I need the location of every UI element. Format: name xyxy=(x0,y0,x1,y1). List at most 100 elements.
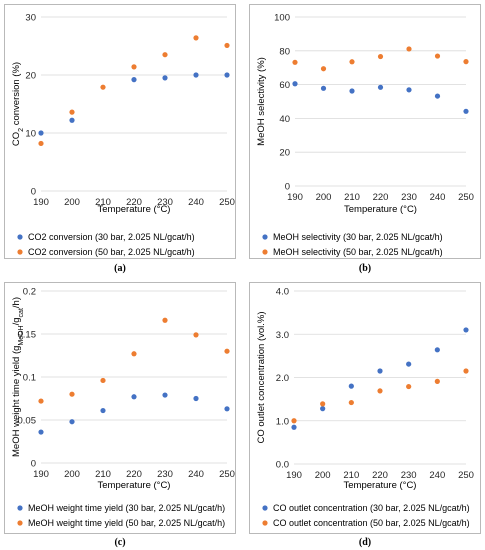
data-point-series-2 xyxy=(131,351,137,357)
x-tick-label: 240 xyxy=(188,197,204,208)
y-tick-label: 60 xyxy=(279,80,290,91)
data-point-series-1 xyxy=(463,108,469,114)
x-axis-label: Temperature (°C) xyxy=(98,204,171,215)
legend-label-series-1: CO2 conversion (30 bar, 2.025 NL/gcat/h) xyxy=(28,232,195,242)
caption-c: (c) xyxy=(114,537,126,548)
legend-marker-series-2 xyxy=(262,520,268,526)
y-axis-label-part: /g xyxy=(11,317,22,325)
y-tick-label: 10 xyxy=(25,129,36,140)
data-point-series-2 xyxy=(377,53,384,60)
y-tick-label: 0.15 xyxy=(18,330,37,341)
data-point-series-1 xyxy=(69,117,75,123)
data-point-series-2 xyxy=(320,401,326,407)
x-tick-label: 190 xyxy=(287,192,303,203)
x-tick-label: 230 xyxy=(157,197,173,208)
x-tick-label: 210 xyxy=(95,197,111,208)
x-axis-label: Temperature (°C) xyxy=(344,204,417,215)
y-tick-label: 1.0 xyxy=(276,416,289,427)
data-point-series-2 xyxy=(224,348,230,354)
data-point-series-1 xyxy=(349,88,355,94)
y-axis-label: MeOH selectivity (%) xyxy=(256,57,267,146)
y-tick-label: 0 xyxy=(31,459,36,470)
data-point-series-2 xyxy=(377,388,383,394)
y-tick-label: 0.05 xyxy=(18,416,37,427)
y-tick-label: 40 xyxy=(279,114,290,125)
chart-d-svg: 0.0 1.0 2.0 3.0 4.0 190 200 210 220 230 240 250 Temp… xyxy=(256,287,474,529)
data-point-series-1 xyxy=(69,419,75,425)
y-axis-label-part: CO xyxy=(11,132,22,146)
x-tick-label: 230 xyxy=(401,192,417,203)
x-tick-label: 210 xyxy=(343,470,359,481)
legend-marker-series-1 xyxy=(17,234,23,240)
legend-marker-series-1 xyxy=(17,505,23,511)
x-tick-label: 210 xyxy=(95,469,111,480)
legend-label-series-2: MeOH selectivity (50 bar, 2.025 NL/gcat/… xyxy=(273,247,443,257)
x-axis-label: Temperature (°C) xyxy=(98,480,171,491)
data-point-series-1 xyxy=(162,392,168,398)
x-tick-label: 240 xyxy=(430,192,446,203)
data-point-series-2 xyxy=(193,35,199,41)
data-point-series-2 xyxy=(292,59,298,65)
x-tick-label: 200 xyxy=(64,469,80,480)
caption-d: (d) xyxy=(358,537,372,548)
data-point-series-1 xyxy=(377,84,384,90)
data-point-series-2 xyxy=(224,42,230,49)
y-tick-label: 4.0 xyxy=(276,287,289,298)
data-point-series-2 xyxy=(38,398,44,404)
legend-label-series-1: MeOH selectivity (30 bar, 2.025 NL/gcat/… xyxy=(273,232,443,242)
x-tick-label: 220 xyxy=(126,469,142,480)
x-tick-label: 200 xyxy=(316,192,332,203)
legend-label-series-2: CO outlet concentration (50 bar, 2.025 N… xyxy=(273,518,470,528)
y-tick-label: 20 xyxy=(279,148,290,159)
y-axis-label-subscript: MeOH xyxy=(18,325,25,345)
data-point-series-2 xyxy=(348,399,354,406)
y-axis-label-subscript: 2 xyxy=(18,128,25,132)
data-point-series-1 xyxy=(406,87,412,93)
x-tick-label: 220 xyxy=(373,192,389,203)
x-tick-label: 200 xyxy=(64,197,80,208)
data-point-series-2 xyxy=(434,53,441,59)
y-tick-label: 0 xyxy=(285,182,290,193)
data-point-series-1 xyxy=(100,407,106,414)
data-point-series-2 xyxy=(69,391,75,397)
legend-marker-series-2 xyxy=(262,249,268,255)
chart-c-svg: 0 0.05 0.1 0.15 0.2 190 200 210 220 230 240 250 Temp… xyxy=(11,287,235,529)
y-tick-label: 0.0 xyxy=(276,460,289,471)
chart-panel-b: 0 20 40 60 80 100 190 200 210 220 230 240 250 Tempera… xyxy=(249,4,481,259)
x-tick-label: 230 xyxy=(401,470,417,481)
chart-b-svg: 0 20 40 60 80 100 190 200 210 220 230 240 250 Tempera… xyxy=(256,13,474,258)
data-point-series-1 xyxy=(348,383,354,389)
legend-label-series-2: MeOH weight time yield (50 bar, 2.025 NL… xyxy=(28,518,225,528)
data-point-series-1 xyxy=(320,85,327,91)
x-tick-label: 240 xyxy=(188,469,204,480)
legend-label-series-1: CO outlet concentration (30 bar, 2.025 N… xyxy=(273,503,470,513)
data-point-series-1 xyxy=(193,395,199,402)
data-point-series-2 xyxy=(162,317,168,323)
data-point-series-2 xyxy=(434,378,440,384)
x-tick-label: 190 xyxy=(33,197,49,208)
caption-a: (a) xyxy=(114,263,126,274)
y-axis-label: CO outlet concentration (vol.%) xyxy=(256,311,267,443)
data-point-series-1 xyxy=(406,361,412,367)
data-point-series-2 xyxy=(291,418,297,424)
data-point-series-1 xyxy=(193,72,199,78)
legend-marker-series-1 xyxy=(262,234,268,240)
data-point-series-2 xyxy=(100,377,106,384)
data-point-series-2 xyxy=(406,383,412,390)
y-axis-label: MeOH weight time yield (gMeOH/gcat/h) xyxy=(11,297,25,457)
y-axis-label-part: CO outlet concentration (vol.%) xyxy=(256,311,267,443)
y-tick-label: 0.2 xyxy=(23,287,36,298)
y-axis-label-part: MeOH selectivity (%) xyxy=(256,57,267,146)
x-tick-label: 210 xyxy=(344,192,360,203)
x-tick-label: 250 xyxy=(219,469,235,480)
y-tick-label: 30 xyxy=(25,13,36,24)
legend-label-series-2: CO2 conversion (50 bar, 2.025 NL/gcat/h) xyxy=(28,247,195,257)
x-tick-label: 220 xyxy=(372,470,388,481)
data-point-series-2 xyxy=(100,84,106,90)
chart-a-svg: 0 10 20 30 190 200 210 220 230 240 250 Temperature … xyxy=(11,13,235,258)
y-axis-label: CO2 conversion (%) xyxy=(11,62,25,146)
data-point-series-2 xyxy=(38,140,44,147)
data-point-series-1 xyxy=(291,424,297,430)
chart-panel-d: 0.0 1.0 2.0 3.0 4.0 190 200 210 220 230 240 250 Temp… xyxy=(249,282,481,534)
legend-marker-series-1 xyxy=(262,505,268,511)
